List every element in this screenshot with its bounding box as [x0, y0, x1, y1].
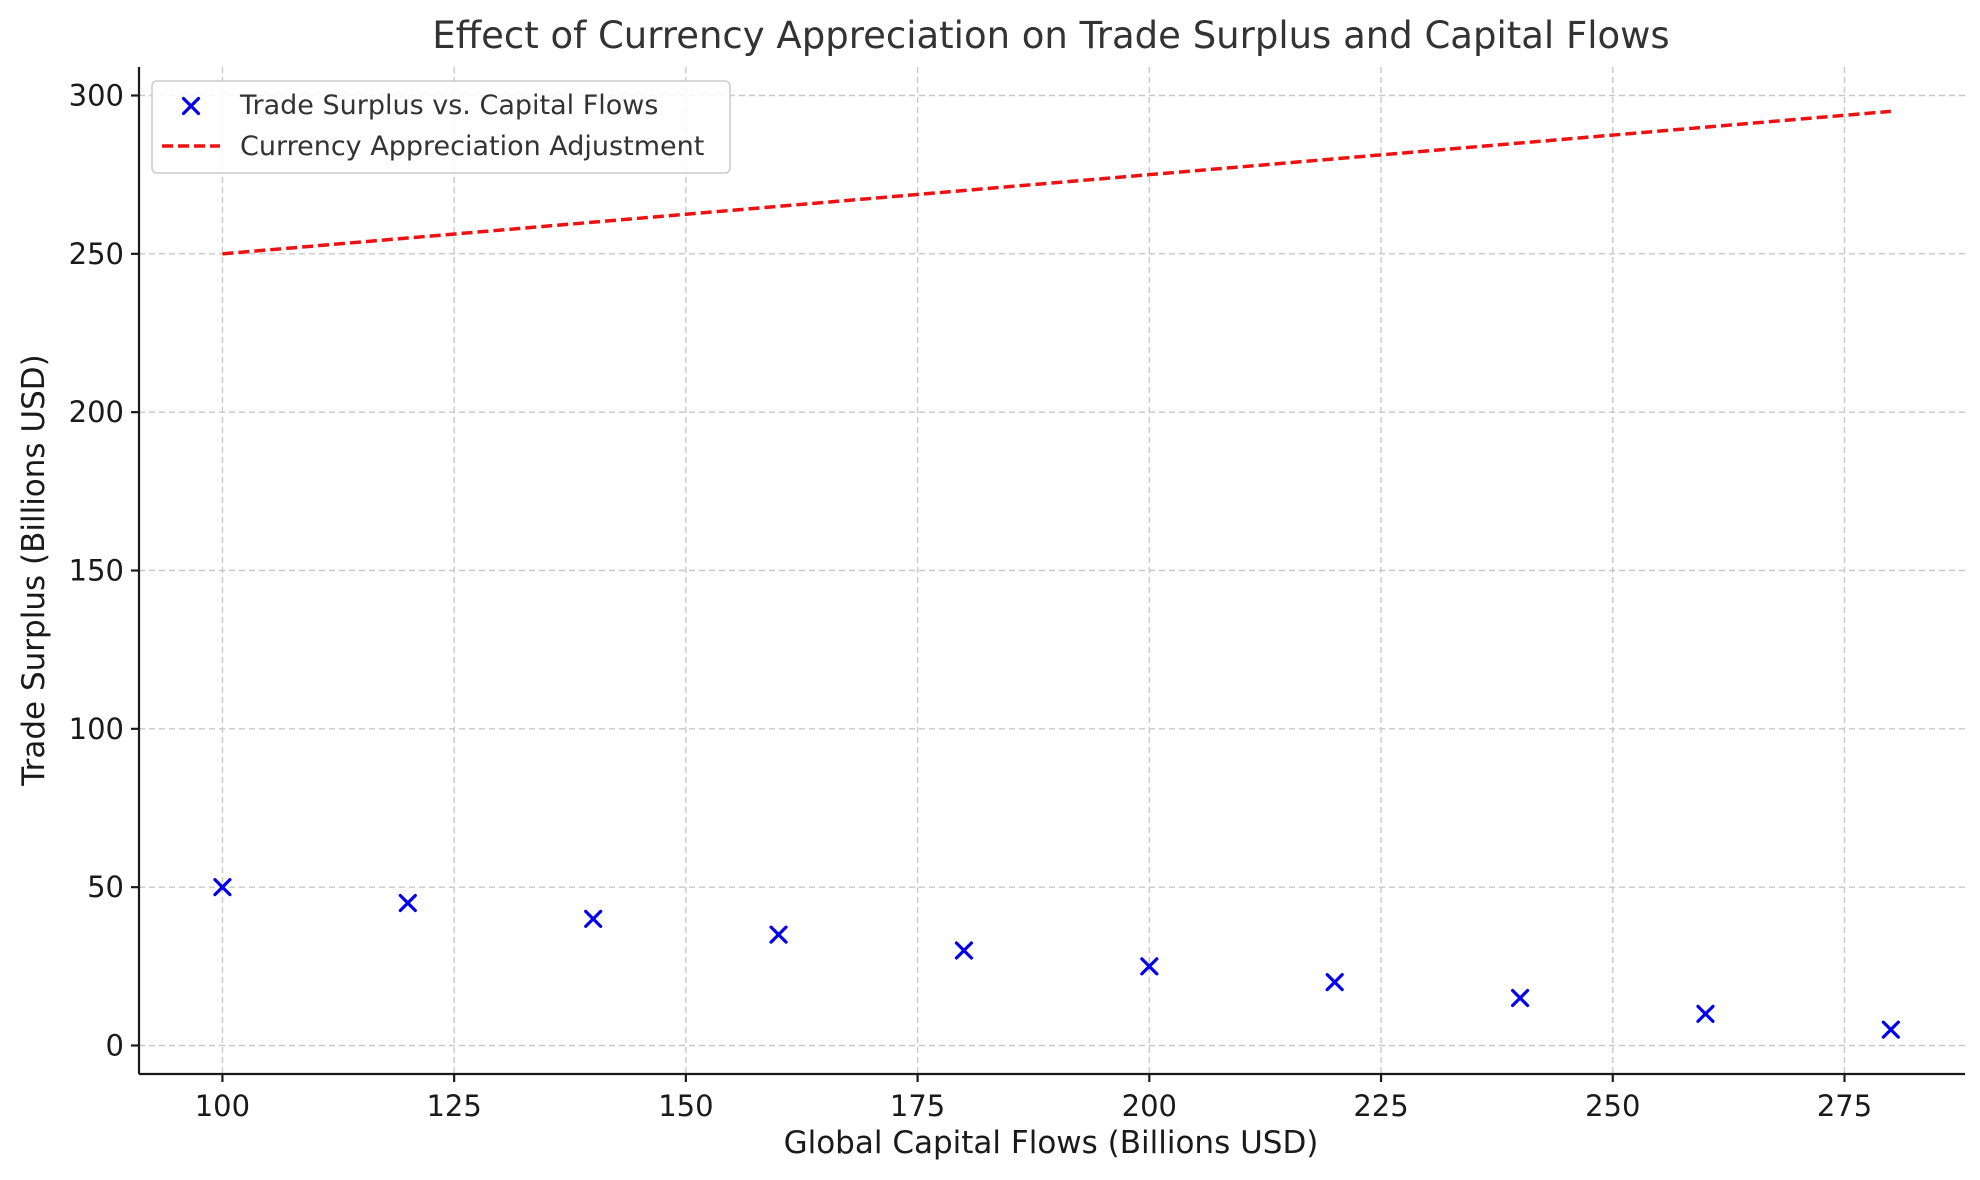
chart-title: Effect of Currency Appreciation on Trade… [432, 14, 1669, 57]
scatter-point [1140, 957, 1159, 976]
scatter-point [1325, 973, 1344, 992]
scatter-point [1510, 988, 1530, 1008]
legend-x-marker [181, 96, 201, 116]
legend-entry-line: Currency Appreciation Adjustment [240, 131, 704, 162]
marker-stroke [213, 878, 232, 897]
marker-stroke [181, 96, 201, 116]
scatter-point [213, 878, 232, 897]
y-tick-label: 250 [69, 237, 124, 271]
legend-box [151, 80, 731, 174]
x-tick-label: 275 [1817, 1089, 1872, 1123]
scatter-point [398, 893, 417, 913]
x-tick-label: 175 [890, 1089, 945, 1123]
marker-stroke [954, 941, 974, 960]
line-series-path [222, 109, 1891, 256]
scatter-series-layer [213, 878, 1900, 1039]
marker-stroke [1140, 957, 1159, 976]
scatter-point [954, 941, 974, 960]
x-tick-label: 200 [1122, 1089, 1177, 1123]
y-tick-label: 150 [69, 554, 124, 588]
x-tick-label: 250 [1585, 1089, 1640, 1123]
y-tick-label: 0 [106, 1029, 124, 1063]
scatter-point [769, 925, 788, 944]
y-tick-label: 200 [69, 395, 124, 429]
legend-entry-scatter: Trade Surplus vs. Capital Flows [239, 90, 658, 121]
grid [139, 67, 1965, 1074]
y-ticks: 0 50 100 150 200 250 300 [69, 79, 139, 1063]
x-axis-label: Global Capital Flows (Billions USD) [784, 1125, 1319, 1161]
legend-scatter-marker [181, 96, 201, 116]
x-tick-label: 225 [1353, 1089, 1408, 1123]
marker-stroke [584, 909, 603, 928]
x-tick-label: 100 [195, 1089, 250, 1123]
x-tick-label: 125 [426, 1089, 481, 1123]
legend: Trade Surplus vs. Capital Flows Currency… [151, 80, 731, 174]
y-axis-label: Trade Surplus (Billions USD) [16, 354, 52, 787]
marker-stroke [769, 925, 788, 944]
marker-stroke [1325, 973, 1344, 992]
y-tick-label: 300 [69, 79, 124, 113]
marker-stroke [398, 893, 417, 913]
marker-stroke [1881, 1020, 1900, 1039]
scatter-point [1881, 1020, 1900, 1039]
x-ticks: 100 125 150 175 200 225 250 275 [195, 1074, 1872, 1123]
line-series-layer [222, 109, 1891, 256]
y-tick-label: 50 [87, 870, 124, 904]
marker-stroke [1696, 1004, 1715, 1023]
scatter-point [584, 909, 603, 928]
marker-stroke [1510, 988, 1530, 1008]
y-tick-label: 100 [69, 712, 124, 746]
x-tick-label: 150 [658, 1089, 713, 1123]
scatter-point [1696, 1004, 1715, 1023]
